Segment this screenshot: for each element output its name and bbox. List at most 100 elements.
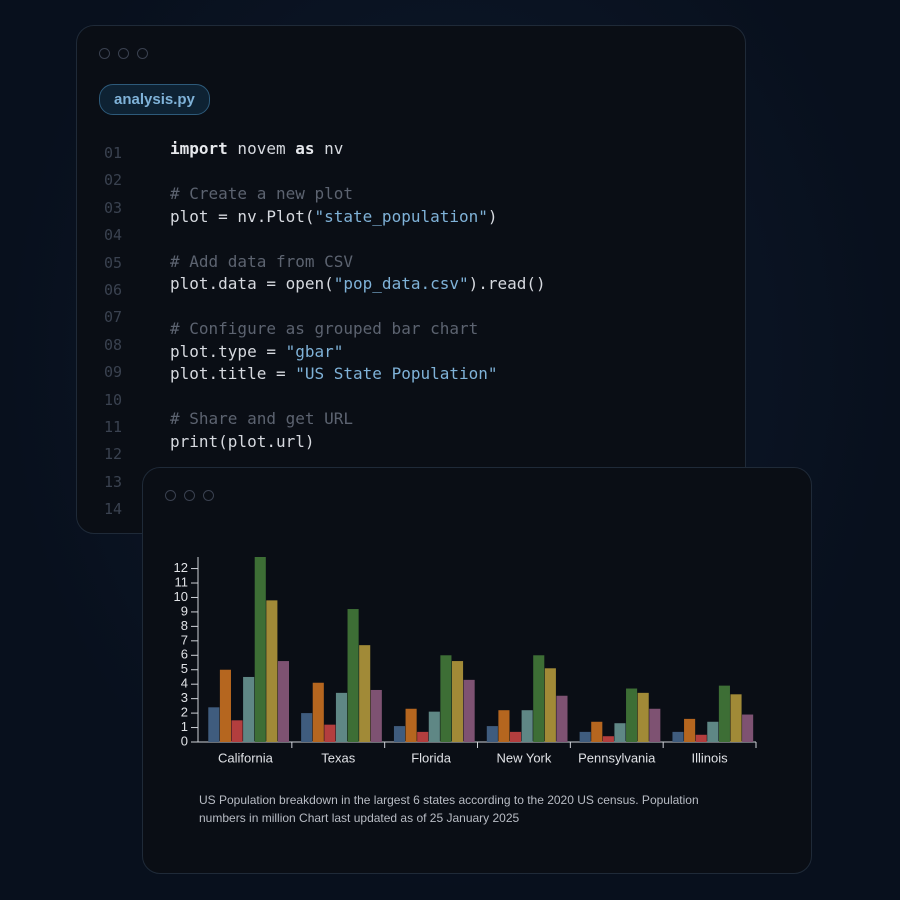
bar: [486, 726, 498, 742]
bar: [730, 694, 742, 742]
code-token: # Configure as grouped bar chart: [170, 319, 479, 338]
bar: [370, 689, 382, 742]
y-tick-label: 8: [181, 618, 188, 633]
chart-window: 0 1 2 3 4 5 6 7 8 9 10 11 12 California Texas Florida Ne…: [142, 467, 812, 874]
y-tick-label: 3: [181, 690, 188, 705]
bar: [324, 724, 336, 742]
code-token: plot.type =: [170, 341, 286, 361]
bar: [533, 655, 545, 742]
code-token: ).read(): [468, 274, 546, 293]
bar: [359, 645, 371, 742]
editor-window: analysis.py 01 02 03 04 05 06 07 08 09 10 11 12 13 14…: [76, 25, 746, 534]
y-tick-label: 9: [181, 603, 188, 618]
bar: [498, 710, 510, 742]
code-line: # Create a new plot: [170, 184, 353, 203]
line-number: 12: [104, 445, 123, 464]
code-token: plot.data = open(: [170, 274, 334, 293]
bar: [544, 668, 556, 742]
y-tick-label: 2: [181, 705, 188, 720]
y-tick-label: 12: [174, 560, 188, 575]
y-tick-label: 5: [181, 661, 188, 676]
code-token: nv: [314, 139, 344, 158]
code-line: plot.data = open("pop_data.csv").read(): [170, 274, 546, 293]
bar: [393, 726, 406, 742]
x-tick-label: Texas: [321, 750, 355, 765]
code-line: plot.title = "US State Population": [170, 364, 498, 383]
x-tick-label: Florida: [411, 750, 452, 765]
line-number: 03: [104, 198, 123, 217]
code-token: print(plot.url): [170, 431, 315, 451]
bar: [301, 713, 313, 742]
chart-caption: US Population breakdown in the largest 6…: [199, 793, 699, 825]
code-line: print(plot.url): [170, 432, 315, 451]
bar: [243, 676, 255, 742]
line-number: 05: [104, 253, 123, 272]
y-tick-label: 10: [174, 589, 188, 604]
window-controls: [165, 490, 214, 501]
bar: [637, 692, 649, 742]
y-tick-label: 4: [181, 676, 188, 691]
code-token: plot.title =: [170, 364, 296, 383]
line-number: 08: [104, 335, 123, 354]
line-number: 06: [104, 281, 123, 299]
line-number: 02: [104, 171, 123, 190]
bar: [208, 707, 220, 742]
bar: [672, 731, 684, 742]
bar: [718, 685, 730, 742]
line-number: 01: [104, 144, 123, 162]
bar: [695, 734, 707, 742]
line-number: 10: [104, 390, 123, 409]
code-line: plot = nv.Plot("state_population"): [170, 207, 498, 226]
x-tick-label: Illinois: [692, 750, 729, 765]
bar: [602, 736, 614, 742]
y-tick-label: 7: [181, 632, 188, 647]
y-tick-label: 11: [175, 574, 189, 589]
x-tick-label: Pennsylvania: [578, 750, 656, 765]
code-line: plot.type = "gbar": [170, 342, 343, 361]
line-number: 14: [104, 500, 123, 519]
file-tab[interactable]: analysis.py: [99, 84, 210, 115]
code-line: import novem as nv: [170, 139, 343, 158]
code-token: # Add data from CSV: [170, 251, 354, 271]
bar: [277, 661, 290, 742]
line-number: 13: [104, 472, 123, 491]
bar: [451, 661, 464, 742]
line-number: 04: [104, 226, 123, 245]
bar: [428, 711, 440, 742]
bar: [312, 682, 324, 742]
y-tick-label: 0: [181, 733, 188, 748]
code-line: # Configure as grouped bar chart: [170, 319, 478, 338]
y-tick-label: 1: [181, 719, 188, 734]
y-tick-label: 6: [181, 647, 188, 662]
line-number: 11: [104, 418, 123, 436]
bar: [254, 557, 266, 742]
bar: [591, 721, 603, 742]
x-tick-label: New York: [496, 750, 551, 765]
bar: [742, 714, 754, 742]
bar: [509, 731, 522, 742]
bar: [266, 600, 278, 742]
code-line: # Share and get URL: [170, 409, 353, 428]
bar: [626, 688, 638, 742]
code-token: novem: [227, 139, 296, 158]
bar: [347, 609, 359, 742]
x-tick-label: California: [218, 750, 274, 765]
code-token: plot = nv.Plot(: [170, 206, 315, 226]
bar: [335, 692, 348, 742]
code-token: "pop_data.csv": [333, 274, 469, 293]
bar: [684, 718, 696, 742]
window-controls: [99, 48, 148, 59]
code-token: # Share and get URL: [170, 409, 354, 428]
bar: [417, 731, 429, 742]
bar: [219, 669, 231, 742]
bar: [579, 731, 591, 742]
line-number: 07: [104, 308, 123, 327]
bar: [521, 710, 533, 742]
code-token: as: [295, 139, 315, 158]
code-line: # Add data from CSV: [170, 252, 353, 271]
bar: [614, 723, 626, 742]
code-token: ): [487, 206, 498, 226]
bar: [405, 708, 417, 742]
